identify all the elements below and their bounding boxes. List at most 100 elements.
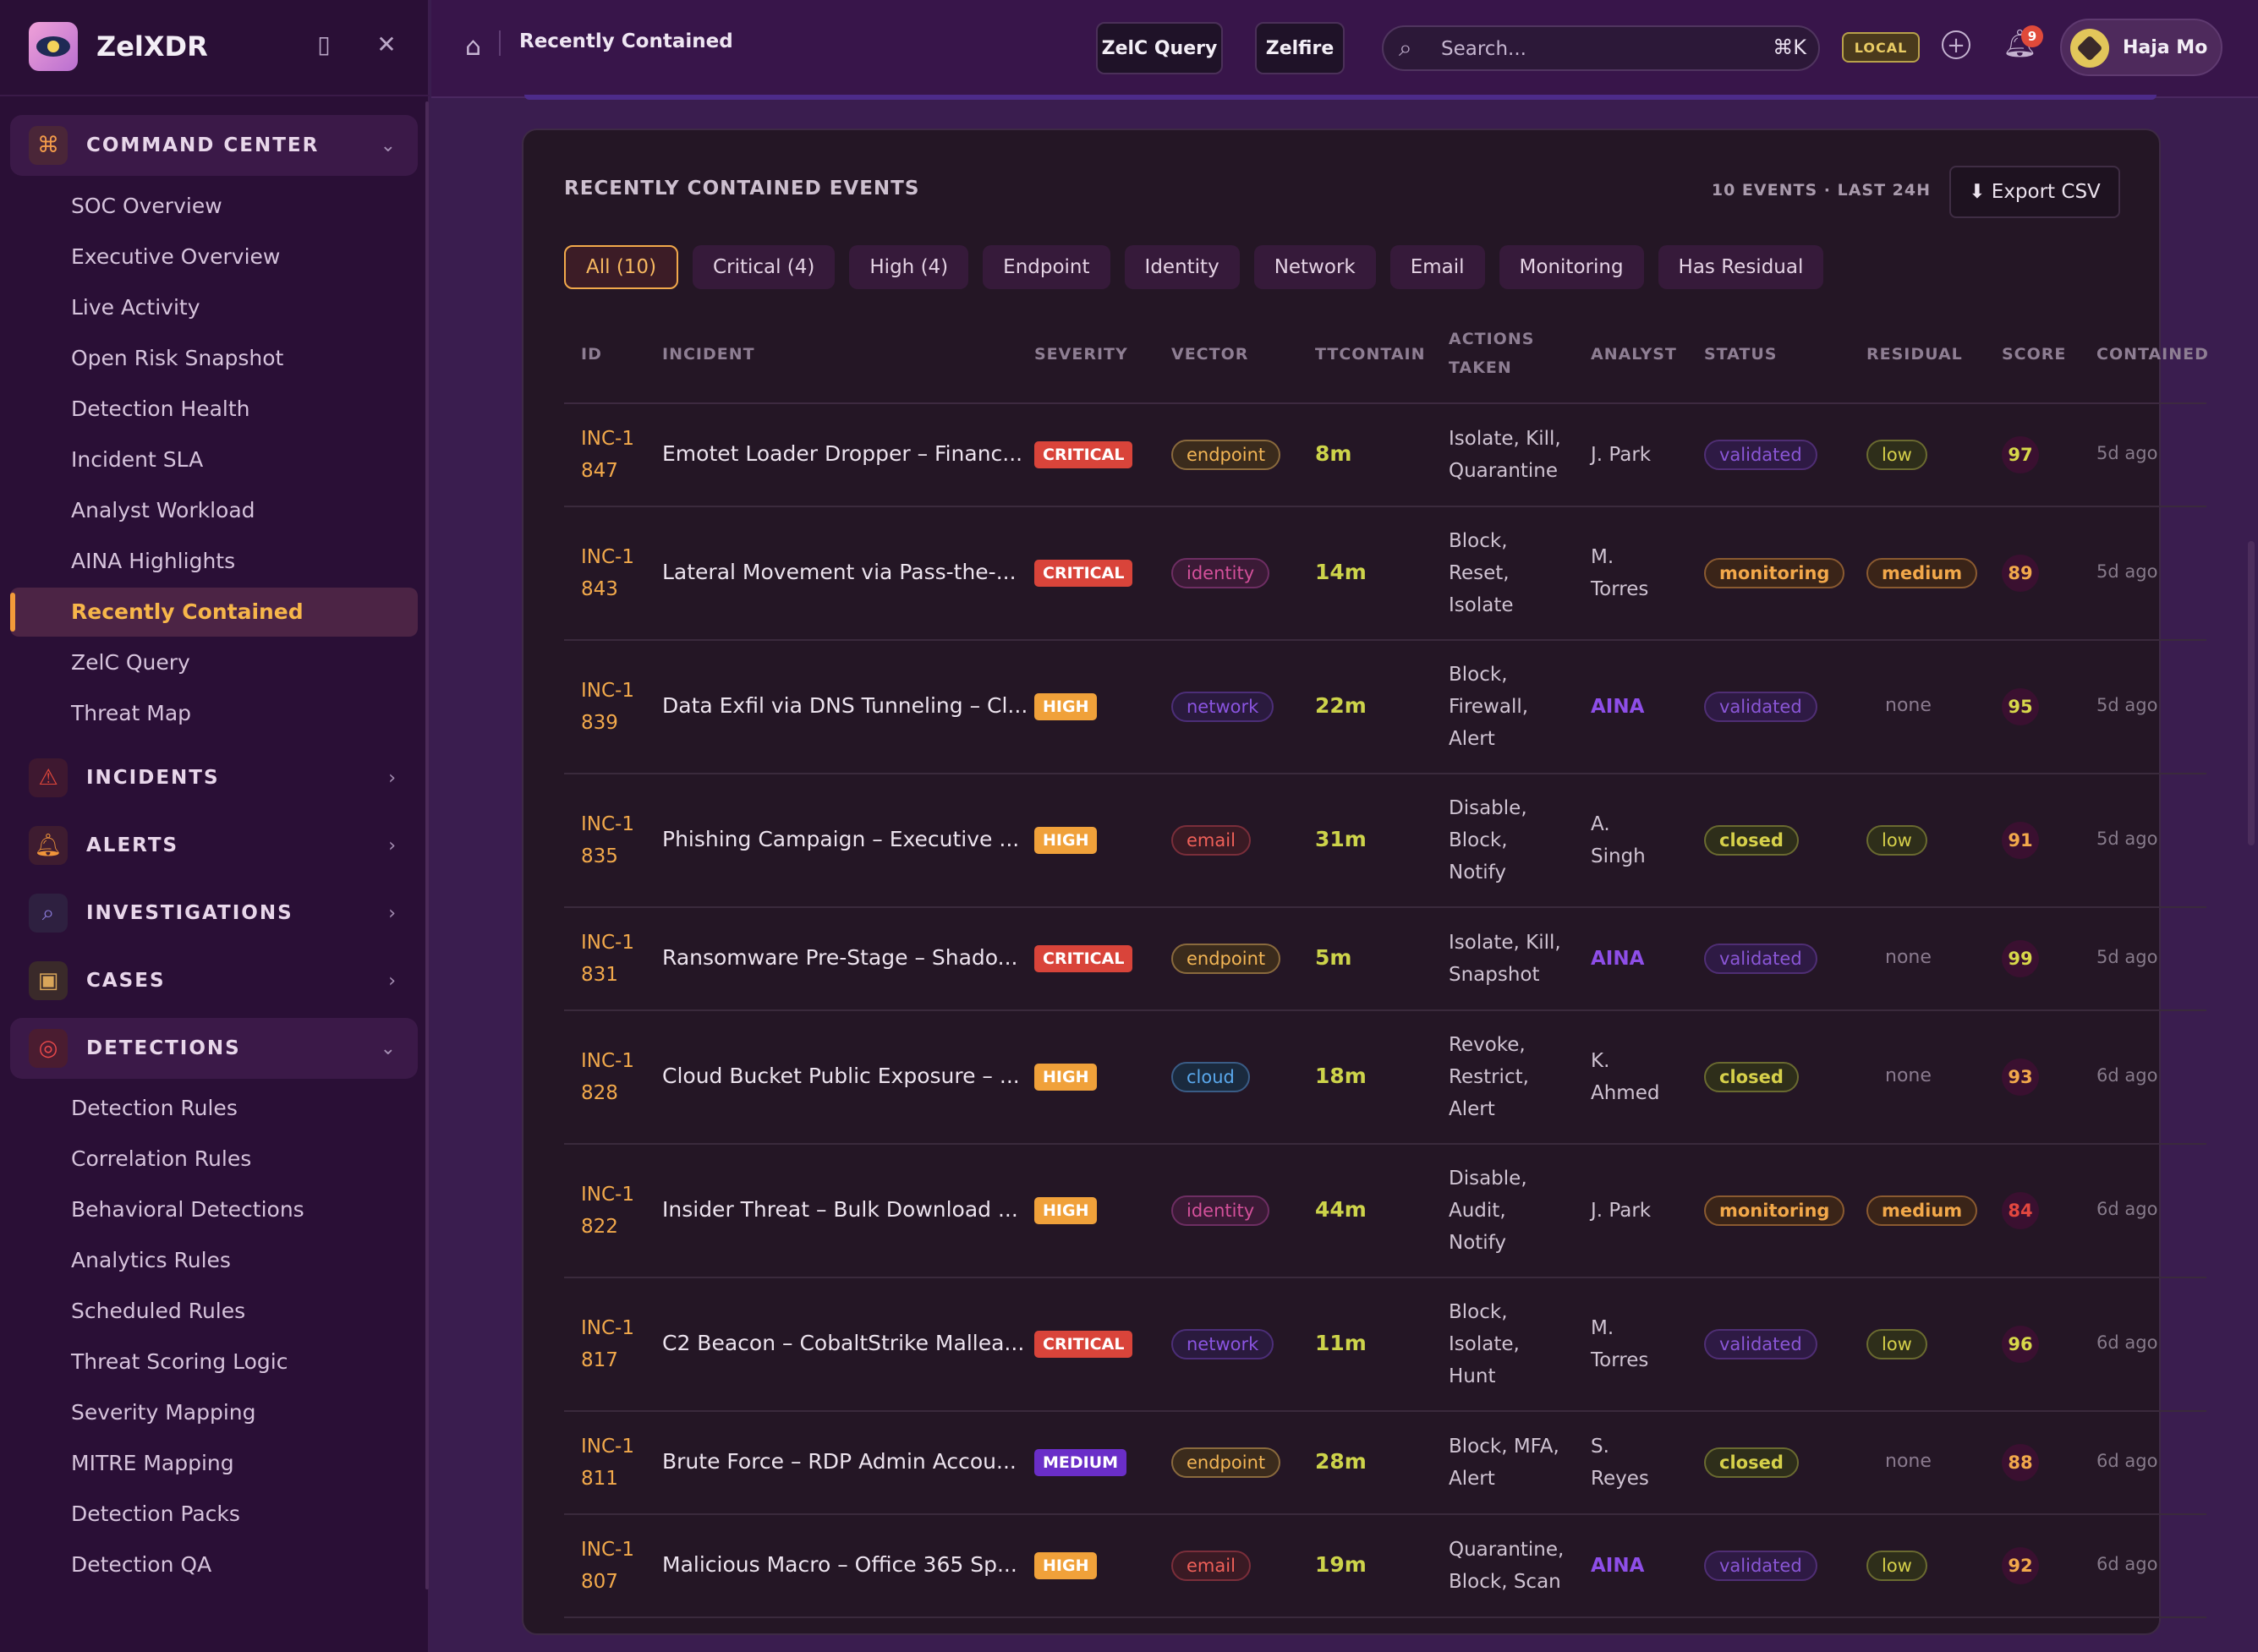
incident-id[interactable]: INC-1828: [581, 1050, 634, 1104]
col-residual[interactable]: RESIDUAL: [1866, 345, 1963, 364]
incident-id[interactable]: INC-1835: [581, 813, 634, 867]
residual-pill: low: [1866, 1551, 1927, 1581]
sidebar-item[interactable]: Scheduled Rules: [71, 1299, 246, 1323]
export-csv-button[interactable]: ⬇ Export CSV: [1949, 166, 2120, 218]
table-row[interactable]: INC-1847 Emotet Loader Dropper – Financ..…: [564, 404, 2206, 507]
table-row[interactable]: INC-1843 Lateral Movement via Pass-the-..…: [564, 507, 2206, 641]
sidebar-item[interactable]: Severity Mapping: [71, 1400, 256, 1425]
sidebar-item[interactable]: Threat Scoring Logic: [71, 1349, 288, 1374]
filter-chip[interactable]: Identity: [1124, 245, 1240, 289]
incident-id[interactable]: INC-1807: [581, 1539, 634, 1593]
section-alerts[interactable]: 🔔︎ ALERTS ›: [10, 815, 418, 876]
sidebar-item[interactable]: Live Activity: [71, 295, 200, 320]
sidebar-item[interactable]: Behavioral Detections: [71, 1197, 304, 1222]
incident-id[interactable]: INC-1847: [581, 428, 634, 482]
col-contained[interactable]: CONTAINED: [2096, 345, 2209, 364]
incident-title[interactable]: C2 Beacon – CobaltStrike Mallea...: [662, 1331, 1025, 1355]
incident-id[interactable]: INC-1831: [581, 932, 634, 986]
col-id[interactable]: ID: [581, 345, 602, 364]
sidebar-item[interactable]: Detection Packs: [71, 1502, 240, 1526]
add-icon[interactable]: +: [1942, 30, 1970, 59]
filter-chip[interactable]: Has Residual: [1658, 245, 1824, 289]
col-ttcontain[interactable]: TTCONTAIN: [1315, 345, 1426, 364]
sidebar-item[interactable]: Correlation Rules: [71, 1146, 252, 1171]
filter-chip[interactable]: All (10): [564, 245, 679, 289]
incident-id[interactable]: INC-1822: [581, 1184, 634, 1238]
collapse-icon[interactable]: ✕: [376, 30, 397, 58]
zelxdr-logo-icon: [29, 22, 78, 71]
table-row[interactable]: INC-1835 Phishing Campaign – Executive ..…: [564, 774, 2206, 908]
incident-title[interactable]: Ransomware Pre-Stage – Shado...: [662, 945, 1018, 970]
sidebar-item[interactable]: Open Risk Snapshot: [71, 346, 284, 370]
incident-id[interactable]: INC-1839: [581, 680, 634, 734]
incident-title[interactable]: Phishing Campaign – Executive ...: [662, 827, 1020, 851]
table-row[interactable]: INC-1831 Ransomware Pre-Stage – Shado... C…: [564, 908, 2206, 1011]
col-status[interactable]: STATUS: [1704, 345, 1778, 364]
incident-title[interactable]: Brute Force – RDP Admin Accou...: [662, 1449, 1017, 1474]
status-pill: validated: [1704, 944, 1817, 974]
brand[interactable]: ZelXDR: [29, 22, 208, 71]
zelfire-button[interactable]: Zelfire: [1255, 22, 1345, 74]
chevron-down-icon: ⌄: [380, 1037, 396, 1059]
sidebar-item[interactable]: Analytics Rules: [71, 1248, 231, 1272]
filter-chip[interactable]: High (4): [849, 245, 969, 289]
sidebar-item[interactable]: Recently Contained: [10, 588, 418, 637]
table-row[interactable]: INC-1822 Insider Threat – Bulk Download .…: [564, 1145, 2206, 1278]
severity-badge: HIGH: [1034, 1552, 1098, 1579]
incident-title[interactable]: Emotet Loader Dropper – Financ...: [662, 441, 1023, 466]
incident-title[interactable]: Data Exfil via DNS Tunneling – Cl...: [662, 693, 1028, 718]
filter-chip[interactable]: Email: [1389, 245, 1485, 289]
table-row[interactable]: INC-1828 Cloud Bucket Public Exposure – .…: [564, 1011, 2206, 1145]
search-placeholder: Search...: [1441, 38, 1526, 60]
sidebar-scrollbar[interactable]: [425, 101, 429, 1589]
home-icon[interactable]: ⌂: [465, 32, 482, 62]
col-analyst[interactable]: ANALYST: [1591, 345, 1677, 364]
filter-chip[interactable]: Critical (4): [693, 245, 836, 289]
residual-pill: low: [1866, 1329, 1927, 1359]
panel-toggle-icon[interactable]: ▯: [317, 30, 331, 58]
section-command-center[interactable]: ⌘ COMMAND CENTER ⌄: [10, 115, 418, 176]
col-actions[interactable]: ACTIONS TAKEN: [1449, 330, 1535, 377]
user-menu[interactable]: Haja Mo: [2060, 19, 2222, 76]
section-detections[interactable]: ◎ DETECTIONS ⌄: [10, 1018, 418, 1079]
col-score[interactable]: SCORE: [2002, 345, 2067, 364]
incident-id[interactable]: INC-1817: [581, 1317, 634, 1371]
sidebar-item[interactable]: AINA Highlights: [71, 549, 236, 573]
col-severity[interactable]: SEVERITY: [1034, 345, 1128, 364]
main-scrollbar[interactable]: [2248, 541, 2255, 845]
contained-time: 6d ago: [2096, 1554, 2158, 1574]
section-investigations[interactable]: ⌕ INVESTIGATIONS ›: [10, 883, 418, 944]
table-row[interactable]: INC-1811 Brute Force – RDP Admin Accou...…: [564, 1412, 2206, 1515]
score-badge: 88: [2002, 1444, 2039, 1481]
section-incidents[interactable]: ⚠ INCIDENTS ›: [10, 747, 418, 808]
filter-chip[interactable]: Monitoring: [1499, 245, 1644, 289]
sidebar-item[interactable]: Threat Map: [71, 701, 192, 725]
sidebar-item[interactable]: MITRE Mapping: [71, 1451, 234, 1475]
incident-title[interactable]: Insider Threat – Bulk Download ...: [662, 1197, 1018, 1222]
zelc-query-button[interactable]: ZelC Query: [1096, 22, 1223, 74]
incident-title[interactable]: Malicious Macro – Office 365 Sp...: [662, 1552, 1017, 1577]
sidebar-item[interactable]: Incident SLA: [71, 447, 204, 472]
section-cases[interactable]: ▣ CASES ›: [10, 950, 418, 1011]
table-row[interactable]: INC-1807 Malicious Macro – Office 365 Sp.…: [564, 1515, 2206, 1618]
filter-chip[interactable]: Endpoint: [983, 245, 1110, 289]
incident-id[interactable]: INC-1843: [581, 546, 634, 600]
sidebar-item[interactable]: Detection Health: [71, 397, 250, 421]
incident-title[interactable]: Lateral Movement via Pass-the-...: [662, 560, 1017, 584]
sidebar-item[interactable]: Detection QA: [71, 1552, 212, 1577]
col-incident[interactable]: INCIDENT: [662, 345, 755, 364]
filter-chip[interactable]: Network: [1253, 245, 1376, 289]
table-row[interactable]: INC-1817 C2 Beacon – CobaltStrike Mallea.…: [564, 1278, 2206, 1412]
actions-taken: Disable, Audit, Notify: [1449, 1168, 1527, 1254]
sidebar-item[interactable]: ZelC Query: [71, 650, 190, 675]
sidebar-item[interactable]: SOC Overview: [71, 194, 222, 218]
status-pill: validated: [1704, 1551, 1817, 1581]
sidebar-item[interactable]: Executive Overview: [71, 244, 281, 269]
incident-title[interactable]: Cloud Bucket Public Exposure – ...: [662, 1064, 1020, 1088]
search-input[interactable]: ⌕ Search... ⌘K: [1382, 25, 1820, 71]
sidebar-item[interactable]: Detection Rules: [71, 1096, 238, 1120]
col-vector[interactable]: VECTOR: [1171, 345, 1249, 364]
sidebar-item[interactable]: Analyst Workload: [71, 498, 255, 522]
table-row[interactable]: INC-1839 Data Exfil via DNS Tunneling – C…: [564, 641, 2206, 774]
incident-id[interactable]: INC-1811: [581, 1436, 634, 1490]
